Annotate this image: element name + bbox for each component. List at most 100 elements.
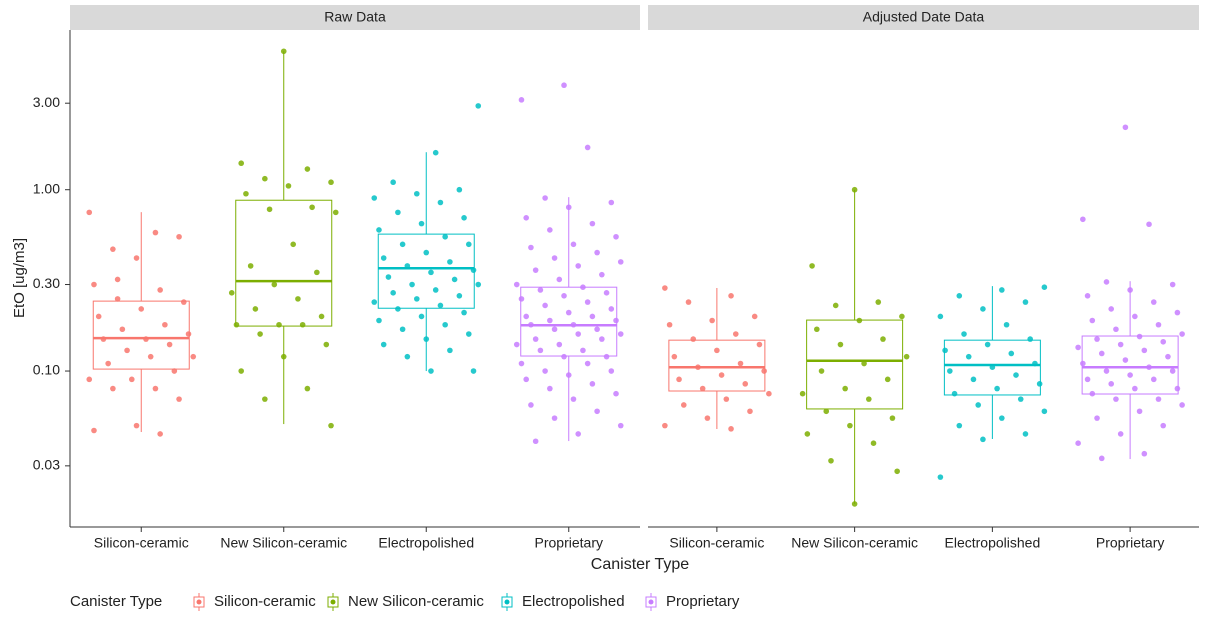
data-point [451, 276, 458, 283]
data-point [1127, 287, 1133, 293]
data-point [1160, 422, 1167, 429]
data-point [428, 269, 434, 276]
legend-key [196, 599, 202, 605]
data-point [575, 331, 582, 337]
data-point [542, 195, 548, 201]
data-point [1122, 124, 1129, 131]
data-point [376, 317, 382, 324]
data-point [1008, 350, 1015, 357]
data-point [1089, 317, 1096, 324]
data-point [423, 336, 430, 342]
data-point [537, 347, 544, 354]
data-point [1127, 372, 1133, 378]
data-point [238, 368, 245, 374]
data-point [1132, 385, 1138, 392]
data-point [328, 422, 334, 429]
data-point [119, 326, 126, 333]
data-point [666, 321, 673, 328]
data-point [456, 186, 463, 193]
data-point [532, 438, 539, 445]
data-point [390, 290, 396, 296]
data-point [380, 255, 387, 261]
data-point [133, 422, 140, 429]
x-tick-label: Silicon-ceramic [94, 535, 189, 551]
data-point [1146, 221, 1152, 228]
data-point [1179, 331, 1185, 337]
data-point [556, 341, 563, 348]
legend-label: Electropolished [522, 593, 625, 610]
data-point [1122, 357, 1129, 363]
data-point [1132, 313, 1138, 320]
data-point [751, 313, 758, 320]
box [668, 339, 766, 392]
data-point [718, 372, 725, 378]
data-point [851, 501, 858, 507]
data-point [157, 431, 163, 437]
data-point [680, 402, 687, 408]
data-point [980, 306, 986, 312]
data-point [1075, 440, 1081, 446]
data-point [799, 390, 806, 397]
data-point [1146, 364, 1152, 370]
data-point [561, 82, 567, 89]
data-point [114, 276, 121, 283]
data-point [732, 331, 739, 337]
data-point [428, 368, 434, 374]
data-point [961, 331, 967, 337]
data-point [532, 336, 539, 342]
data-point [376, 227, 382, 233]
data-point [870, 440, 877, 446]
data-point [690, 336, 697, 342]
data-point [95, 313, 102, 320]
data-point [580, 347, 586, 354]
data-point [1032, 360, 1038, 367]
data-point [937, 474, 944, 480]
data-point [91, 427, 97, 434]
data-point [823, 408, 830, 415]
data-point [861, 360, 867, 367]
data-point [1160, 338, 1167, 345]
data-point [1117, 431, 1124, 437]
data-point [570, 396, 577, 402]
data-point [1084, 376, 1091, 383]
x-tick-label: Proprietary [535, 535, 603, 551]
data-point [528, 402, 534, 408]
data-point [166, 341, 173, 348]
data-point [180, 299, 187, 305]
data-point [575, 431, 582, 437]
data-point [475, 103, 482, 109]
data-point [542, 302, 548, 309]
data-point [276, 321, 282, 328]
data-point [399, 326, 406, 333]
data-point [523, 215, 530, 221]
data-point [185, 331, 192, 337]
data-point [528, 321, 534, 328]
y-tick-label: 0.03 [33, 457, 60, 473]
data-point [1179, 402, 1185, 408]
x-tick-label: Proprietary [1096, 535, 1164, 551]
data-point [285, 183, 292, 189]
data-point [143, 336, 149, 342]
data-point [371, 299, 378, 305]
data-point [699, 385, 706, 392]
data-point [671, 353, 678, 360]
data-point [404, 353, 411, 360]
box [806, 319, 904, 410]
data-point [547, 227, 553, 233]
data-point [742, 381, 749, 387]
data-point [105, 360, 111, 367]
data-point [937, 313, 944, 320]
data-point [551, 415, 558, 421]
data-point [413, 190, 420, 197]
data-point [309, 204, 315, 211]
x-tick-label: New Silicon-ceramic [220, 535, 347, 551]
data-point [594, 326, 600, 333]
x-tick-label: Electropolished [945, 535, 1041, 551]
data-point [1169, 368, 1176, 374]
data-point [86, 376, 93, 383]
data-point [1017, 396, 1024, 402]
data-point [518, 97, 525, 103]
data-point [110, 385, 116, 392]
data-point [323, 341, 330, 348]
data-point [138, 306, 145, 312]
